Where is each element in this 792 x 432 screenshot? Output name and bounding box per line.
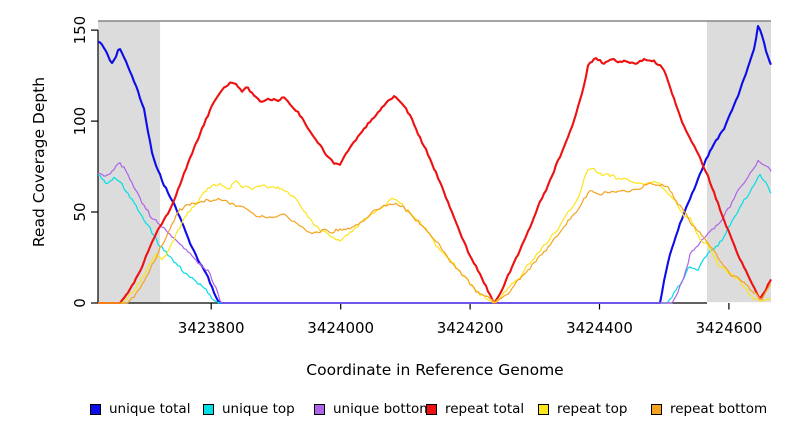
y-axis-title: Read Coverage Depth (30, 76, 48, 248)
legend-item-unique-bottom: unique bottom (314, 400, 432, 418)
y-tick-label: 100 (71, 107, 89, 136)
legend-item-repeat-total: repeat total (426, 400, 524, 418)
legend-color-swatch (651, 403, 662, 415)
x-tick-label: 3424000 (307, 319, 374, 337)
legend-item-repeat-top: repeat top (538, 400, 627, 418)
x-tick-label: 3424400 (566, 319, 633, 337)
legend-label: unique total (109, 401, 191, 417)
legend-color-swatch (90, 403, 101, 415)
legend-color-swatch (203, 403, 214, 415)
legend-item-repeat-bottom: repeat bottom (651, 400, 767, 418)
x-axis-title: Coordinate in Reference Genome (306, 361, 564, 379)
x-tick-label: 3423800 (178, 319, 245, 337)
series-line-repeat-total (98, 57, 772, 305)
y-tick-label: 50 (71, 202, 89, 221)
legend-label: repeat bottom (670, 401, 768, 417)
legend-color-swatch (314, 403, 325, 415)
y-tick-label: 150 (71, 16, 89, 45)
legend-label: repeat top (557, 401, 628, 417)
shaded-flank-region (98, 21, 161, 303)
series-line-repeat-top (98, 167, 772, 304)
series-line-unique-total (97, 24, 772, 305)
legend-label: unique top (222, 401, 295, 417)
legend-label: repeat total (445, 401, 525, 417)
x-tick-label: 3424200 (437, 319, 504, 337)
legend-item-unique-total: unique total (90, 400, 190, 418)
y-tick-label: 0 (71, 298, 89, 308)
series-line-repeat-bottom (98, 182, 772, 304)
legend: unique total unique top unique bottom repea… (0, 400, 792, 422)
series-line-unique-top (97, 173, 772, 304)
x-tick-label: 3424600 (695, 319, 762, 337)
legend-label: unique bottom (333, 401, 433, 417)
legend-item-unique-top: unique top (203, 400, 295, 418)
legend-color-swatch (538, 403, 549, 415)
legend-color-swatch (426, 403, 437, 415)
series-line-unique-bottom (97, 159, 772, 304)
